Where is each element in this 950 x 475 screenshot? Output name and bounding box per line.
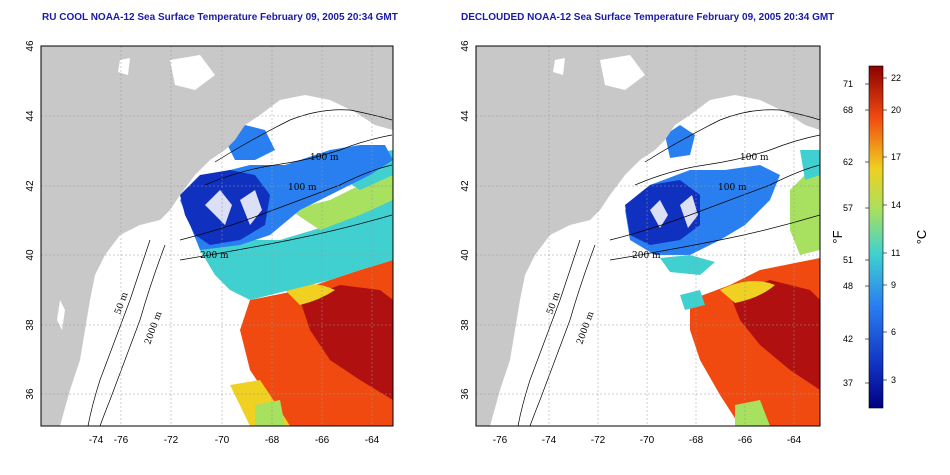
svg-text:20: 20 xyxy=(891,105,901,115)
right-panel-title: DECLOUDED NOAA-12 Sea Surface Temperatur… xyxy=(461,12,835,23)
svg-text:-76: -76 xyxy=(114,435,129,446)
svg-text:46: 46 xyxy=(25,40,36,52)
svg-text:-68: -68 xyxy=(265,435,280,446)
svg-text:46: 46 xyxy=(460,40,471,52)
svg-text:48: 48 xyxy=(843,281,853,291)
celsius-unit-label: °C xyxy=(914,230,929,245)
svg-text:42: 42 xyxy=(460,180,471,192)
colorbar-fahrenheit-ticks: 71 68 62 57 51 48 42 37 xyxy=(843,79,853,388)
svg-text:17: 17 xyxy=(891,152,901,162)
right-map-frame xyxy=(475,45,821,427)
svg-text:51: 51 xyxy=(843,255,853,265)
svg-text:22: 22 xyxy=(891,73,901,83)
contour-label-100m-a: 100 m xyxy=(310,153,339,163)
left-panel-title: RU COOL NOAA-12 Sea Surface Temperature … xyxy=(42,12,398,23)
svg-text:36: 36 xyxy=(25,388,36,400)
svg-text:-76: -76 xyxy=(493,435,508,446)
right-lon-ticks: -76 -74 -72 -70 -68 -66 -64 xyxy=(493,435,802,446)
svg-text:11: 11 xyxy=(891,248,900,258)
svg-text:14: 14 xyxy=(891,200,901,210)
left-lat-ticks: 46 44 42 40 38 36 xyxy=(25,40,36,400)
colorbar-celsius-ticks: 22 20 17 14 11 9 6 3 xyxy=(891,73,901,385)
svg-text:-74: -74 xyxy=(542,435,557,446)
svg-text:-74: -74 xyxy=(89,435,104,446)
land-mass xyxy=(41,46,393,426)
svg-text:62: 62 xyxy=(843,157,853,167)
svg-text:38: 38 xyxy=(460,319,471,331)
svg-text:-64: -64 xyxy=(787,435,802,446)
svg-text:-70: -70 xyxy=(215,435,230,446)
colorbar xyxy=(868,65,884,409)
svg-text:38: 38 xyxy=(25,319,36,331)
sst-mid-region xyxy=(200,185,393,300)
svg-text:40: 40 xyxy=(25,249,36,261)
contour-label-200m-right: 200 m xyxy=(632,251,661,261)
svg-text:-72: -72 xyxy=(591,435,606,446)
left-map-frame xyxy=(40,45,394,427)
svg-text:9: 9 xyxy=(891,280,896,290)
svg-text:-66: -66 xyxy=(738,435,753,446)
right-map xyxy=(476,46,820,426)
svg-text:37: 37 xyxy=(843,378,853,388)
svg-text:71: 71 xyxy=(843,79,853,89)
svg-text:-70: -70 xyxy=(640,435,655,446)
sst-hottest-core xyxy=(300,285,393,400)
left-lon-ticks: -76 -72 -70 -68 -66 -64 -74 xyxy=(89,435,380,446)
svg-text:-72: -72 xyxy=(164,435,179,446)
svg-text:57: 57 xyxy=(843,203,853,213)
contour-label-100m-b-right: 100 m xyxy=(718,183,747,193)
svg-text:-68: -68 xyxy=(689,435,704,446)
svg-text:36: 36 xyxy=(460,388,471,400)
svg-text:44: 44 xyxy=(460,110,471,122)
svg-text:-64: -64 xyxy=(365,435,380,446)
svg-text:40: 40 xyxy=(460,249,471,261)
fahrenheit-unit-label: °F xyxy=(830,230,845,243)
svg-text:6: 6 xyxy=(891,327,896,337)
svg-text:68: 68 xyxy=(843,105,853,115)
contour-label-200m: 200 m xyxy=(200,251,229,261)
svg-text:42: 42 xyxy=(25,180,36,192)
right-lat-ticks: 46 44 42 40 38 36 xyxy=(460,40,471,400)
svg-text:44: 44 xyxy=(25,110,36,122)
contour-label-100m-b: 100 m xyxy=(288,183,317,193)
svg-text:3: 3 xyxy=(891,375,896,385)
svg-text:-66: -66 xyxy=(315,435,330,446)
svg-text:42: 42 xyxy=(843,334,853,344)
land-mass-right xyxy=(476,46,820,426)
contour-label-100m-a-right: 100 m xyxy=(740,153,769,163)
